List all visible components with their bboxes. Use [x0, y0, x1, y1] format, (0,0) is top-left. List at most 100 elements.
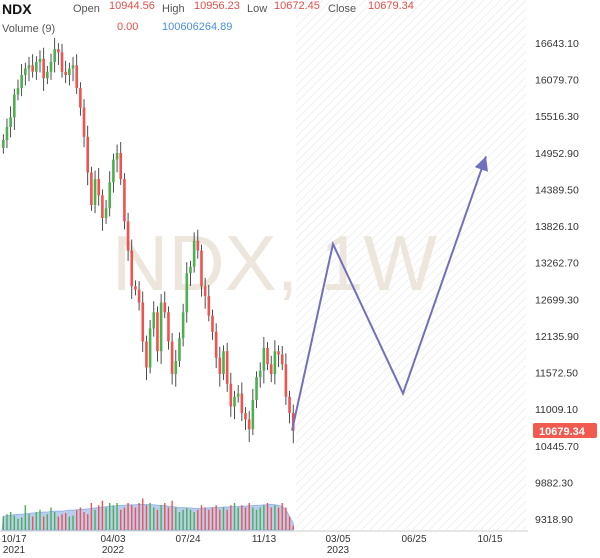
- volume-bar: [160, 505, 162, 530]
- candle-body: [174, 361, 178, 375]
- y-tick-label: 12699.30: [535, 294, 579, 306]
- candle-body: [284, 364, 288, 397]
- volume-bar: [17, 518, 19, 530]
- volume-bar: [233, 503, 236, 530]
- y-tick-label: 11009.10: [535, 404, 578, 416]
- x-tick-year: 2022: [102, 545, 125, 556]
- volume-bar: [42, 516, 45, 530]
- x-tick-year: 2023: [327, 545, 350, 556]
- candle-body: [79, 88, 82, 108]
- volume-bar: [149, 503, 151, 530]
- close-label: Close: [328, 3, 357, 15]
- y-tick-label: 9882.30: [535, 477, 573, 489]
- volume-pane: [1, 498, 294, 531]
- volume-bar: [237, 507, 239, 530]
- volume-bar: [211, 507, 214, 530]
- volume-bar: [138, 503, 140, 530]
- volume-bar: [39, 509, 41, 530]
- volume-bar: [53, 512, 56, 530]
- candle-body: [211, 315, 214, 332]
- volume-bar: [6, 514, 8, 530]
- candle-body: [86, 136, 90, 173]
- candle-body: [247, 419, 251, 430]
- volume-bar: [46, 514, 49, 530]
- x-tick-label: 03/05: [325, 534, 350, 545]
- candle-body: [126, 221, 130, 251]
- candle-body: [269, 364, 273, 375]
- volume-bar: [189, 509, 192, 530]
- volume-bar: [248, 503, 250, 530]
- candle-body: [20, 75, 23, 89]
- volume-bar: [288, 516, 291, 530]
- volume-bar: [197, 509, 199, 530]
- x-tick-label: 04/03: [100, 534, 125, 545]
- candle-body: [207, 296, 211, 316]
- candle-body: [218, 357, 222, 375]
- high-value: 10956.23: [194, 0, 240, 12]
- volume-bar: [28, 514, 30, 530]
- candle-body: [229, 383, 233, 407]
- volume-bar: [277, 507, 280, 530]
- volume-bar: [64, 512, 67, 530]
- candle-body: [93, 179, 97, 206]
- candle-body: [141, 302, 145, 342]
- candle-body: [196, 240, 200, 251]
- projection-arrow[interactable]: [291, 155, 488, 431]
- candle-body: [38, 58, 42, 63]
- candle-body: [145, 341, 148, 368]
- volume-bar: [120, 509, 122, 530]
- low-value: 10672.45: [274, 0, 320, 12]
- volume-bar: [76, 509, 78, 530]
- y-tick-label: 13826.10: [535, 221, 579, 233]
- candle-body: [233, 396, 236, 407]
- volume-bar: [153, 507, 155, 530]
- volume-bar: [83, 512, 85, 530]
- candle-body: [240, 393, 244, 413]
- y-tick-label: 11572.50: [535, 368, 578, 380]
- volume-bar: [35, 512, 38, 530]
- high-label: High: [162, 3, 185, 15]
- volume-bar: [68, 516, 71, 530]
- y-tick-label: 12135.90: [535, 331, 579, 343]
- candle-body: [273, 351, 277, 375]
- volume-bar: [263, 505, 265, 530]
- candle-body: [178, 338, 181, 362]
- candle-body: [104, 208, 108, 219]
- volume-bar: [186, 507, 188, 530]
- candle-body: [137, 289, 141, 303]
- price-badge: 10679.34: [539, 426, 586, 438]
- price-badge-bg: [533, 423, 597, 438]
- candle-body: [152, 312, 156, 329]
- candle-body: [75, 65, 78, 89]
- candle-body: [13, 94, 16, 118]
- volume-bar: [94, 509, 96, 530]
- volume-bar: [167, 507, 170, 530]
- volume-bar: [292, 525, 294, 530]
- close-value: 10679.34: [368, 0, 414, 12]
- volume-bar: [252, 507, 254, 530]
- candle-body: [2, 140, 5, 148]
- candle-body: [163, 302, 167, 313]
- candle-body: [156, 312, 159, 352]
- candle-body: [203, 286, 207, 297]
- candle-body: [159, 302, 163, 352]
- y-tick-label: 10445.70: [535, 441, 579, 453]
- candle-body: [123, 179, 126, 222]
- volume-value: 0.00: [117, 21, 139, 33]
- volume-bar: [215, 505, 217, 530]
- volume-bar: [230, 505, 232, 530]
- candle-body: [24, 68, 27, 76]
- open-value: 10944.56: [109, 0, 155, 12]
- candle-body: [101, 195, 104, 219]
- candle-body: [53, 49, 56, 63]
- volume-bar: [109, 503, 111, 530]
- volume-bar: [105, 507, 107, 530]
- volume-bar: [142, 498, 144, 530]
- volume-bar: [208, 509, 210, 530]
- candle-body: [192, 240, 196, 267]
- candle-body: [167, 312, 170, 342]
- candle-body: [9, 117, 12, 128]
- candle-body: [170, 341, 174, 375]
